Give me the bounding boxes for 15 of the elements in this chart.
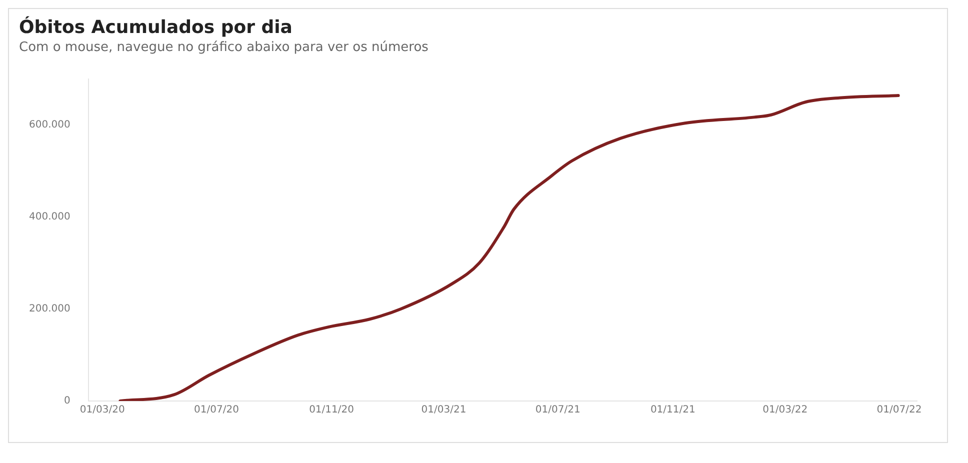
x-tick-label: 01/07/21 xyxy=(535,404,580,416)
chart-subtitle: Com o mouse, navegue no gráfico abaixo para ver os números xyxy=(18,40,430,55)
y-tick-label: 0 xyxy=(64,396,70,407)
x-tick-label: 01/07/22 xyxy=(876,404,922,416)
line-series xyxy=(118,94,900,401)
y-tick-label: 400.000 xyxy=(28,212,70,223)
chart-title: Óbitos Acumulados por dia xyxy=(18,17,294,38)
x-tick-label: 01/11/21 xyxy=(650,404,696,416)
x-tick-label: 01/03/22 xyxy=(762,404,808,416)
y-tick-label: 600.000 xyxy=(28,120,70,131)
x-tick-label: 01/11/20 xyxy=(309,404,354,416)
x-tick-label: 01/07/20 xyxy=(194,404,239,416)
x-tick-label: 01/03/21 xyxy=(421,404,466,416)
y-tick-label: 200.000 xyxy=(28,304,70,315)
x-tick-label: 01/03/20 xyxy=(80,404,125,416)
